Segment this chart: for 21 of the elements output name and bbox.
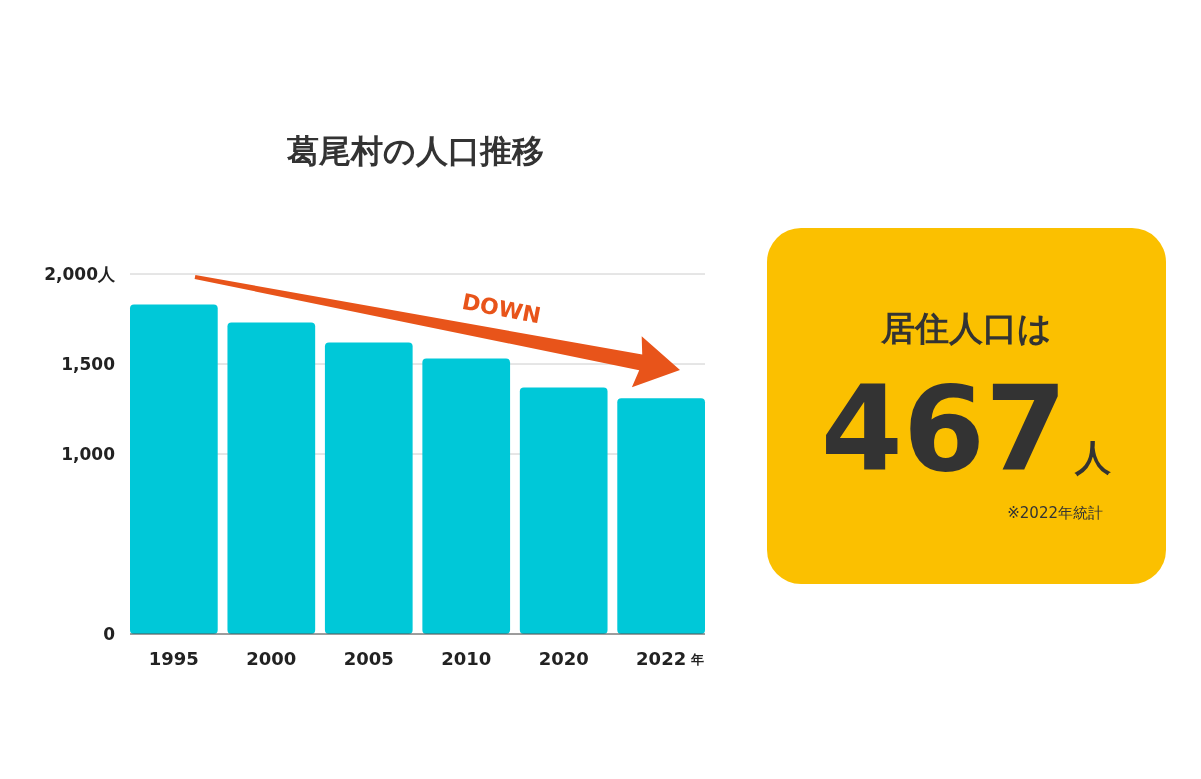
bar bbox=[519, 387, 608, 634]
x-axis-title: 年 bbox=[689, 652, 704, 667]
x-tick-label: 1995 bbox=[148, 648, 199, 669]
chart-title: 葛尾村の人口推移 bbox=[285, 132, 544, 170]
x-tick-label: 2020 bbox=[538, 648, 589, 669]
y-tick-label: 1,500 bbox=[61, 353, 116, 374]
y-tick-label: 1,000 bbox=[61, 443, 116, 464]
bar bbox=[617, 398, 705, 634]
y-tick-label: 2,000人 bbox=[44, 263, 116, 284]
y-tick-label: 0 bbox=[103, 623, 116, 644]
x-tick-label: 2000 bbox=[246, 648, 297, 669]
bar bbox=[422, 358, 511, 634]
text: ※2022年統計 bbox=[1007, 504, 1103, 522]
bar bbox=[130, 304, 218, 634]
annotation: DOWN bbox=[459, 288, 543, 329]
x-tick-label: 2010 bbox=[441, 648, 492, 669]
x-tick-label: 2005 bbox=[343, 648, 394, 669]
text: 居住人口は bbox=[879, 308, 1052, 348]
bar bbox=[227, 322, 316, 634]
x-tick-label: 2022 bbox=[636, 648, 687, 669]
bar bbox=[324, 342, 413, 634]
